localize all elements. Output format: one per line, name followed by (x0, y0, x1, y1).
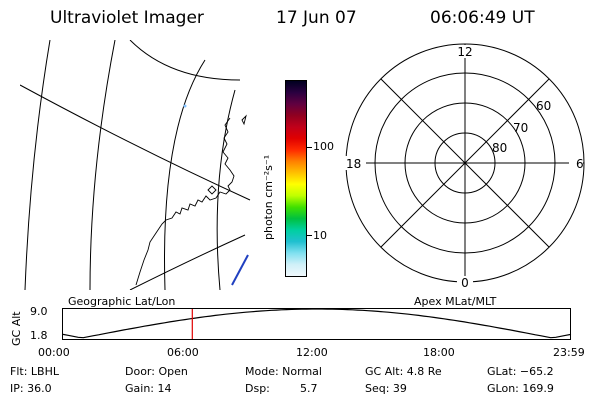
map-dot (183, 104, 187, 108)
glon-info: GLon: 169.9 (487, 382, 554, 395)
meridian-line (216, 89, 236, 290)
geographic-panel-title: Geographic Lat/Lon (68, 295, 176, 308)
altitude-curve (62, 308, 572, 339)
seq-info: Seq: 39 (365, 382, 407, 395)
gain-info: Gain: 14 (125, 382, 172, 395)
aurora-trace (231, 254, 249, 286)
mlt-label-6: 6 (576, 157, 584, 171)
observation-time: 06:06:49 UT (430, 8, 535, 28)
polar-diagonal (380, 78, 550, 248)
mlt-label-0: 0 (461, 276, 469, 290)
strip-xtick: 06:00 (167, 346, 199, 359)
glat-info: GLat: −65.2 (487, 365, 554, 378)
meridian-line (24, 40, 51, 290)
strip-xtick: 12:00 (296, 346, 328, 359)
coastline (135, 117, 235, 286)
colorbar-tick-label: 10 (313, 229, 327, 242)
gcalt-info: GC Alt: 4.8 Re (365, 365, 442, 378)
mlat-label-80: 80 (492, 141, 507, 155)
colorbar-tick (306, 147, 312, 148)
strip-ymin: 1.8 (30, 329, 48, 342)
geographic-map (20, 40, 251, 290)
altitude-strip (62, 308, 572, 340)
ip-info: IP: 36.0 (10, 382, 52, 395)
strip-xtick: 18:00 (423, 346, 455, 359)
polar-plot: 12 0 18 6 60 70 80 (344, 43, 585, 290)
mlat-label-60: 60 (536, 99, 551, 113)
dsp-value: 5.7 (300, 382, 318, 395)
colorbar-gradient (286, 81, 306, 276)
strip-frame (62, 308, 571, 340)
dsp-label: Dsp: (245, 382, 270, 395)
mlt-label-12: 12 (457, 45, 472, 59)
mode-info: Mode: Normal (245, 365, 322, 378)
meridian-line (89, 40, 116, 290)
apex-panel-title: Apex MLat/MLT (414, 295, 497, 308)
colorbar-unit-label: photon cm⁻²s⁻¹ (262, 154, 275, 240)
meridian-line (164, 59, 206, 290)
mlt-label-18: 18 (346, 157, 361, 171)
strip-ylabel: GC Alt (10, 311, 23, 346)
strip-ymax: 9.0 (30, 305, 48, 318)
app-title: Ultraviolet Imager (50, 8, 204, 28)
observation-date: 17 Jun 07 (276, 8, 357, 28)
strip-xtick: 00:00 (38, 346, 70, 359)
colorbar (285, 80, 312, 277)
door-info: Door: Open (125, 365, 188, 378)
latitude-line (129, 234, 246, 290)
filter-info: Flt: LBHL (10, 365, 59, 378)
colorbar-tick-label: 100 (313, 140, 334, 153)
coastline (207, 185, 217, 195)
mlat-label-70: 70 (513, 121, 528, 135)
colorbar-tick (306, 235, 312, 236)
coastline (241, 114, 247, 126)
strip-xtick: 23:59 (553, 346, 585, 359)
latitude-line (20, 84, 251, 201)
meridian-line (129, 40, 241, 81)
